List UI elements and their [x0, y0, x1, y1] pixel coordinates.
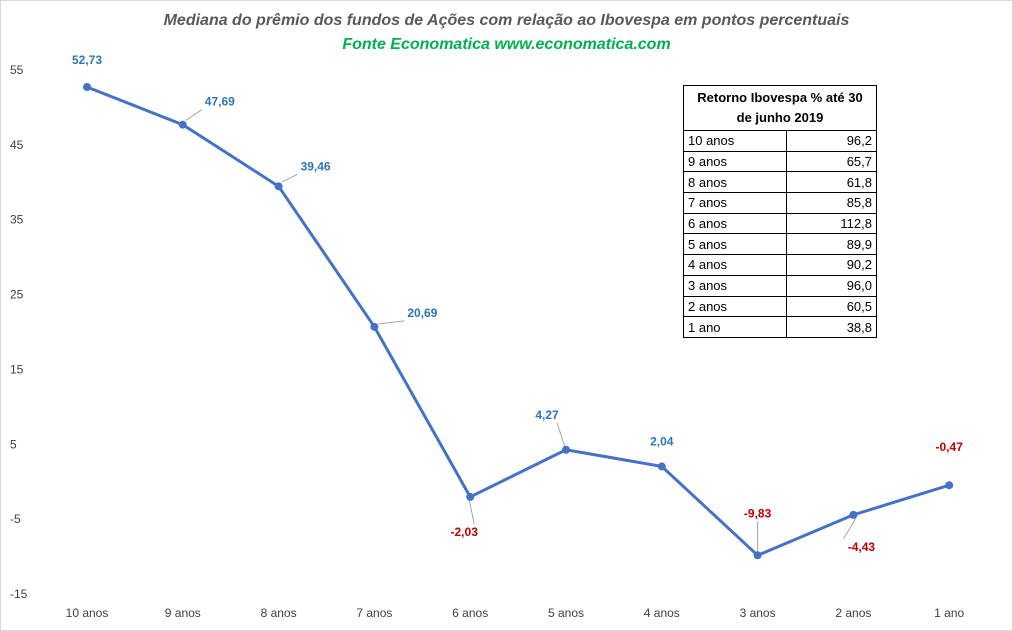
data-point-marker [83, 82, 91, 91]
series-line [86, 85, 950, 557]
x-tick-label: 4 anos [644, 606, 680, 620]
table-row-label: 3 anos [683, 274, 787, 297]
data-label: 2,04 [650, 434, 674, 448]
data-label-leader [377, 320, 405, 325]
data-point-marker [945, 481, 954, 490]
table-row: 6 anos 112,8 [683, 212, 877, 235]
y-tick-label: 25 [10, 288, 24, 302]
table-row-value: 96,2 [786, 130, 877, 152]
table-row-label: 5 anos [683, 233, 787, 256]
x-tick-label: 1 ano [934, 606, 964, 620]
data-label: 52,73 [72, 53, 102, 67]
table-row-value: 65,7 [786, 150, 877, 173]
data-point-marker [753, 551, 762, 560]
data-label-leader [281, 173, 298, 183]
table-row-value: 112,8 [786, 212, 877, 235]
table-row-value: 60,5 [786, 295, 877, 318]
table-row: 8 anos 61,8 [683, 171, 877, 194]
data-label: -4,43 [848, 540, 876, 554]
table-row-label: 4 anos [683, 254, 787, 276]
table-row: 2 anos 60,5 [683, 295, 877, 318]
data-point-marker [370, 322, 379, 331]
table-row: 1 ano 38,8 [683, 316, 877, 338]
table-row-value: 96,0 [786, 274, 877, 297]
x-tick-label: 6 anos [452, 606, 488, 620]
x-tick-label: 5 anos [548, 606, 584, 620]
table-row: 4 anos 90,2 [683, 254, 877, 276]
data-point-marker [178, 120, 187, 129]
data-point-marker [562, 445, 570, 454]
data-label-leader [468, 500, 475, 525]
y-tick-label: -15 [10, 587, 28, 601]
table-row: 10 anos 96,2 [683, 130, 877, 152]
x-tick-label: 9 anos [165, 606, 201, 620]
table-row-label: 2 anos [683, 295, 787, 318]
data-label: -0,47 [936, 440, 964, 454]
x-tick-label: 8 anos [261, 606, 297, 620]
data-point-marker [274, 182, 283, 191]
table-row-label: 10 anos [683, 130, 787, 152]
table-row-label: 9 anos [683, 150, 787, 173]
data-label-leader [842, 517, 857, 540]
data-label: -2,03 [451, 525, 479, 539]
table-row-label: 7 anos [683, 192, 787, 214]
table-row-label: 6 anos [683, 212, 787, 235]
data-label: -9,83 [744, 506, 772, 520]
data-label: 20,69 [407, 306, 437, 320]
x-tick-label: 3 anos [740, 606, 776, 620]
table-row-value: 85,8 [786, 192, 877, 214]
x-tick-label: 10 anos [66, 606, 109, 620]
y-tick-label: 55 [10, 63, 24, 77]
y-tick-label: 15 [10, 362, 24, 376]
y-tick-label: 5 [10, 437, 17, 451]
table-row: 9 anos 65,7 [683, 150, 877, 173]
data-point-marker [657, 462, 666, 471]
data-point-marker [466, 492, 475, 501]
x-tick-label: 2 anos [835, 606, 871, 620]
data-point-marker [849, 510, 858, 519]
y-tick-label: -5 [10, 512, 21, 526]
table-row-value: 89,9 [786, 233, 877, 256]
table-row-value: 61,8 [786, 171, 877, 194]
data-label-leader [185, 109, 203, 121]
ibovespa-return-table: Retorno Ibovespa % até 30 de junho 2019 … [683, 85, 877, 338]
y-tick-label: 35 [10, 213, 24, 227]
data-label-leader [556, 422, 566, 447]
table-row: 5 anos 89,9 [683, 233, 877, 256]
table-row: 7 anos 85,8 [683, 192, 877, 214]
x-tick-label: 7 anos [356, 606, 392, 620]
y-tick-label: 45 [10, 138, 24, 152]
chart-title: Mediana do prêmio dos fundos de Ações co… [163, 12, 850, 29]
chart-subtitle: Fonte Economatica www.economatica.com [342, 36, 671, 53]
data-label: 39,46 [301, 159, 331, 173]
table-row-value: 90,2 [786, 254, 877, 276]
data-label: 4,27 [535, 408, 559, 422]
table-row-label: 1 ano [683, 316, 787, 338]
table-row-value: 38,8 [786, 316, 877, 338]
table-row-label: 8 anos [683, 171, 787, 194]
table-row: 3 anos 96,0 [683, 274, 877, 297]
data-label: 47,69 [205, 95, 235, 109]
table-header: Retorno Ibovespa % até 30 de junho 2019 [683, 85, 877, 131]
